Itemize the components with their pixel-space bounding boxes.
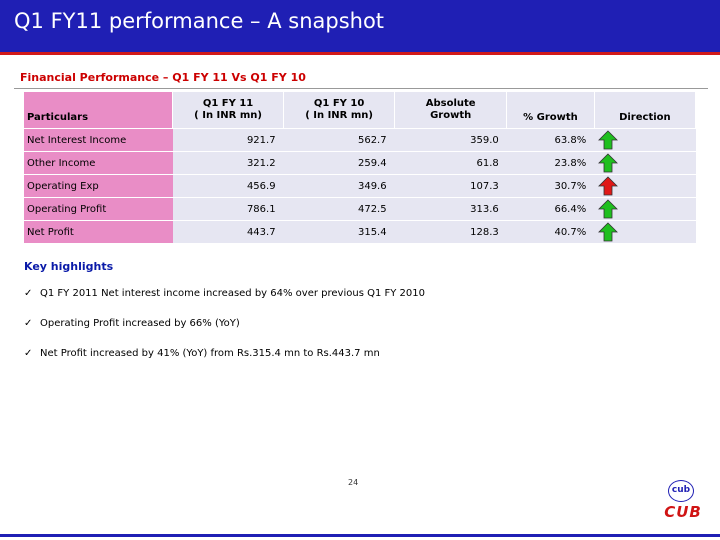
cell-growth: 63.8% xyxy=(506,128,595,152)
highlight-text: Q1 FY 2011 Net interest income increased… xyxy=(40,288,425,299)
row-label: Net Profit xyxy=(24,220,173,243)
cell-direction xyxy=(594,128,696,152)
cell-direction xyxy=(594,220,696,243)
header-percent-growth: % Growth xyxy=(506,92,595,129)
up-arrow-icon xyxy=(598,130,619,150)
highlight-item: ✓ Operating Profit increased by 66% (YoY) xyxy=(24,318,240,329)
cell-absolute: 359.0 xyxy=(394,128,507,152)
cell-growth: 40.7% xyxy=(506,220,595,243)
checkmark-icon: ✓ xyxy=(24,288,33,299)
highlight-text: Operating Profit increased by 66% (YoY) xyxy=(40,318,240,329)
table-row: Other Income 321.2 259.4 61.8 23.8% xyxy=(24,151,696,175)
header-absolute-growth: Absolute Growth xyxy=(394,92,508,129)
footer-rule xyxy=(0,534,720,537)
cell-q1fy10: 562.7 xyxy=(283,128,395,152)
header-q1fy11: Q1 FY 11( In INR mn) xyxy=(172,92,285,129)
row-label: Operating Exp xyxy=(24,174,173,198)
up-arrow-icon xyxy=(598,153,619,173)
cell-q1fy10: 349.6 xyxy=(283,174,395,198)
title-divider xyxy=(0,52,720,55)
cell-direction xyxy=(594,174,696,198)
cell-q1fy11: 921.7 xyxy=(172,128,284,152)
cell-growth: 66.4% xyxy=(506,197,595,221)
cell-direction xyxy=(594,151,696,175)
cell-q1fy11: 786.1 xyxy=(172,197,284,221)
table-row: Operating Exp 456.9 349.6 107.3 30.7% xyxy=(24,174,696,198)
cell-growth: 30.7% xyxy=(506,174,595,198)
highlight-item: ✓ Net Profit increased by 41% (YoY) from … xyxy=(24,348,380,359)
cub-logo: cub CUB xyxy=(655,480,711,521)
cell-q1fy11: 321.2 xyxy=(172,151,284,175)
highlight-item: ✓ Q1 FY 2011 Net interest income increase… xyxy=(24,288,425,299)
highlight-text: Net Profit increased by 41% (YoY) from R… xyxy=(40,348,380,359)
table-row: Net Profit 443.7 315.4 128.3 40.7% xyxy=(24,220,696,243)
row-label: Net Interest Income xyxy=(24,128,173,152)
checkmark-icon: ✓ xyxy=(24,318,33,329)
page-title: Q1 FY11 performance – A snapshot xyxy=(14,9,385,33)
cell-direction xyxy=(594,197,696,221)
title-bar: Q1 FY11 performance – A snapshot xyxy=(0,0,720,52)
cell-q1fy10: 472.5 xyxy=(283,197,395,221)
cell-q1fy11: 456.9 xyxy=(172,174,284,198)
table-row: Operating Profit 786.1 472.5 313.6 66.4% xyxy=(24,197,696,221)
key-highlights-title: Key highlights xyxy=(24,260,114,273)
section-subtitle: Financial Performance – Q1 FY 11 Vs Q1 F… xyxy=(20,71,306,84)
table-header-row: Particulars Q1 FY 11( In INR mn) Q1 FY 1… xyxy=(24,92,697,129)
cell-growth: 23.8% xyxy=(506,151,595,175)
cell-q1fy10: 315.4 xyxy=(283,220,395,243)
table-row: Net Interest Income 921.7 562.7 359.0 63… xyxy=(24,128,696,152)
row-label: Operating Profit xyxy=(24,197,173,221)
header-particulars: Particulars xyxy=(24,92,174,129)
page-number: 24 xyxy=(348,478,359,487)
subtitle-divider xyxy=(14,88,708,89)
cell-q1fy11: 443.7 xyxy=(172,220,284,243)
cell-absolute: 128.3 xyxy=(394,220,507,243)
header-q1fy10: Q1 FY 10( In INR mn) xyxy=(283,92,396,129)
header-direction: Direction xyxy=(594,92,697,129)
up-arrow-icon xyxy=(598,222,619,242)
checkmark-icon: ✓ xyxy=(24,348,33,359)
row-label: Other Income xyxy=(24,151,173,175)
up-arrow-icon xyxy=(598,176,619,196)
cell-absolute: 313.6 xyxy=(394,197,507,221)
logo-text: CUB xyxy=(664,503,702,521)
cell-absolute: 61.8 xyxy=(394,151,507,175)
cell-absolute: 107.3 xyxy=(394,174,507,198)
up-arrow-icon xyxy=(598,199,619,219)
cell-q1fy10: 259.4 xyxy=(283,151,395,175)
emblem-icon: cub xyxy=(668,480,694,502)
performance-table: Particulars Q1 FY 11( In INR mn) Q1 FY 1… xyxy=(24,92,697,243)
emblem-text: cub xyxy=(671,485,691,495)
